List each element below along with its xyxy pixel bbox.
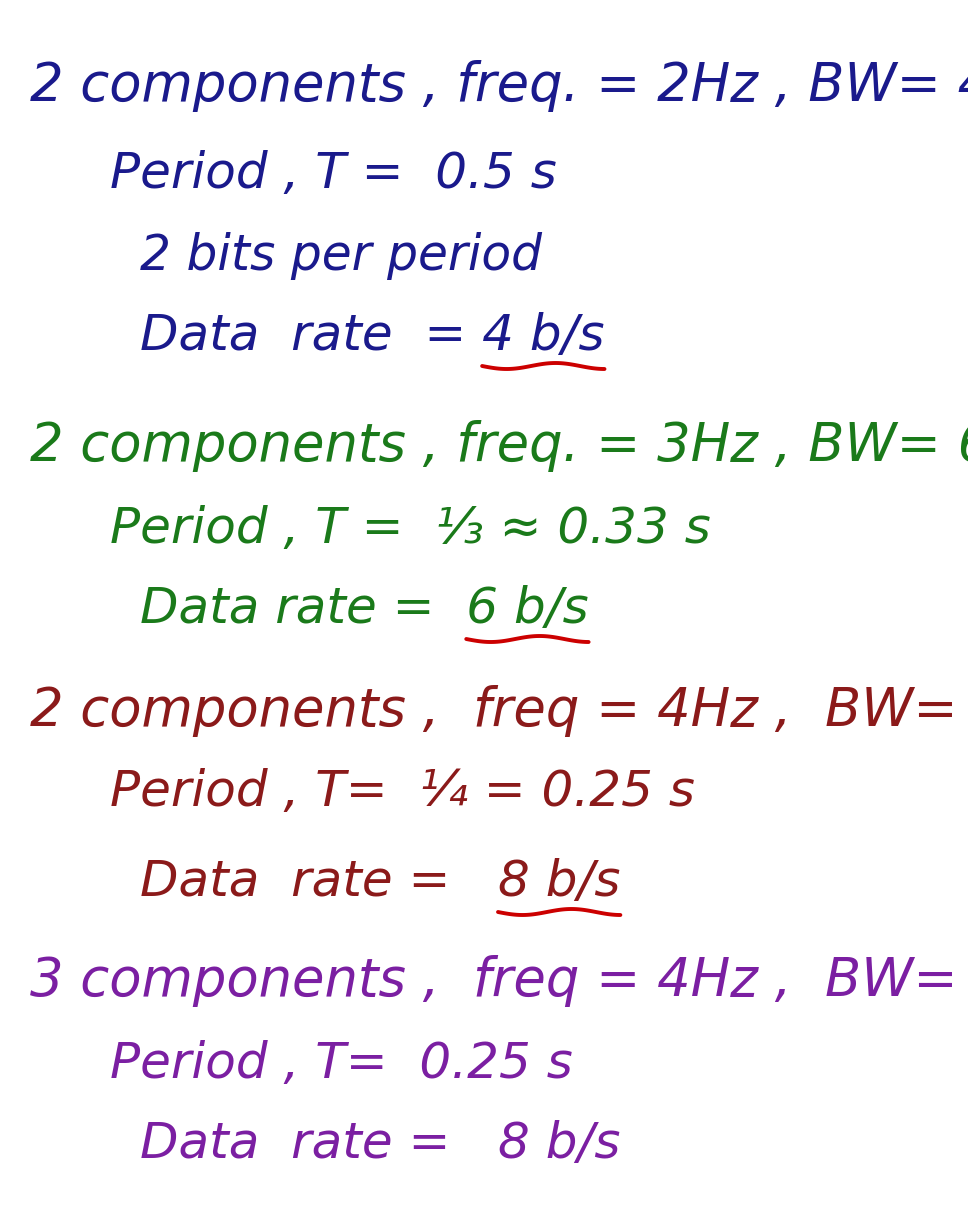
Text: Period , T=  ¼ = 0.25 s: Period , T= ¼ = 0.25 s <box>110 768 695 816</box>
Text: Data  rate =   8 b/s: Data rate = 8 b/s <box>140 1120 620 1168</box>
Text: Data  rate  = 4 b/s: Data rate = 4 b/s <box>140 312 604 360</box>
Text: Period , T=  0.25 s: Period , T= 0.25 s <box>110 1040 573 1088</box>
Text: 2 components ,  freq = 4Hz ,  BW= 8Hz: 2 components , freq = 4Hz , BW= 8Hz <box>30 685 968 737</box>
Text: Data  rate =   8 b/s: Data rate = 8 b/s <box>140 857 620 906</box>
Text: 2 components , freq. = 3Hz , BW= 6Hz: 2 components , freq. = 3Hz , BW= 6Hz <box>30 420 968 472</box>
Text: Period , T =  ⅓ ≈ 0.33 s: Period , T = ⅓ ≈ 0.33 s <box>110 505 711 553</box>
Text: 2 bits per period: 2 bits per period <box>140 232 542 280</box>
Text: Data rate =  6 b/s: Data rate = 6 b/s <box>140 585 589 633</box>
Text: 3 components ,  freq = 4Hz ,  BW= 16Hz: 3 components , freq = 4Hz , BW= 16Hz <box>30 955 968 1007</box>
Text: Period , T =  0.5 s: Period , T = 0.5 s <box>110 150 557 198</box>
Text: 2 components , freq. = 2Hz , BW= 4Hz: 2 components , freq. = 2Hz , BW= 4Hz <box>30 60 968 112</box>
